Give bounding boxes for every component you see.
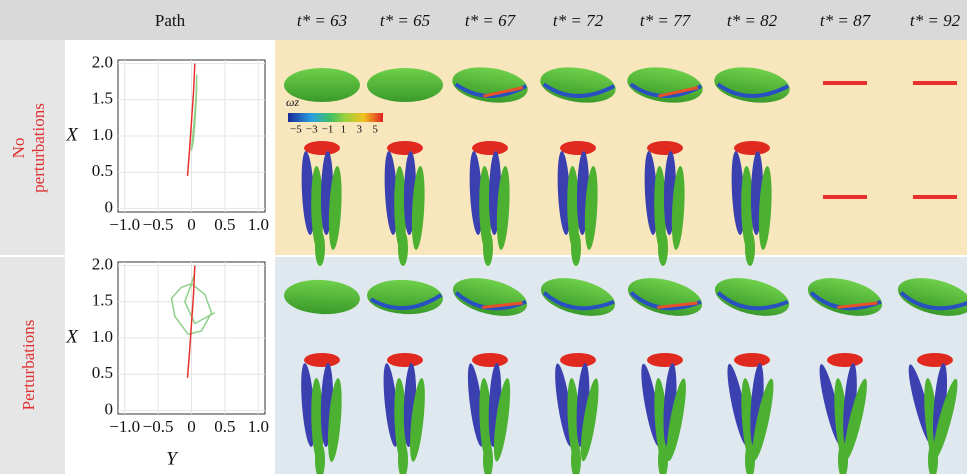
wake-cap [387,141,423,155]
time-header: t* = 82 [727,11,778,30]
wake-cap [647,353,683,367]
y-tick-label: 0.5 [92,161,113,180]
time-header: t* = 92 [910,11,961,30]
figure: Path t* = 63 t* = 65 t* = 67 t* = 72 t* = 77… [0,0,967,474]
colorbar-tick: 1 [341,124,347,136]
x-tick-label: 0.5 [214,215,235,234]
wake-cap [387,353,423,367]
x-tick-label: −0.5 [143,215,174,234]
x-tick-label: −1.0 [109,215,140,234]
time-header: t* = 67 [465,11,517,30]
y-tick-label: 1.5 [92,89,113,108]
colorbar-bar [288,113,383,122]
wake-vortex [571,230,581,266]
colorbar-tick: −1 [322,124,334,136]
time-header: t* = 65 [380,11,430,30]
colorbar-tick: 5 [372,124,378,136]
wake-cap [827,353,863,367]
row-label: Perturbations [19,320,38,411]
row-label: No [9,138,28,159]
wake-vortex [398,230,408,266]
y-tick-label: 1.0 [92,327,113,346]
x-tick-label: 1.0 [248,417,269,436]
colorbar-tick: −3 [306,124,318,136]
y-axis-label: X [65,124,79,145]
time-header: t* = 72 [553,11,604,30]
x-tick-label: 0 [187,417,196,436]
y-tick-label: 2.0 [92,53,113,72]
wake-cap [304,141,340,155]
colorbar-tick: −5 [290,124,302,136]
time-header: t* = 77 [640,11,692,30]
body-render [367,68,443,102]
wake-vortex [483,230,493,266]
x-tick-label: 1.0 [248,215,269,234]
x-tick-label: −1.0 [109,417,140,436]
wake-cap [560,353,596,367]
wake-cap [647,141,683,155]
wake-vortex [315,230,325,266]
wake-cap [917,353,953,367]
wake-cap [472,353,508,367]
page: Path t* = 63 t* = 65 t* = 67 t* = 72 t* = 77… [0,0,967,474]
row-label: perturbations [29,103,48,193]
wake-vortex [658,230,668,266]
wake-cap [734,141,770,155]
time-header: t* = 87 [820,11,872,30]
y-tick-label: 0.5 [92,363,113,382]
x-tick-label: 0 [187,215,196,234]
colorbar-tick: 3 [357,124,363,136]
time-header: t* = 63 [297,11,347,30]
y-axis-label: X [65,326,79,347]
wake-vortex [745,230,755,266]
row-bg-no-pert [275,40,967,256]
y-tick-label: 1.5 [92,291,113,310]
colorbar-label: ωz [286,95,299,109]
y-tick-label: 2.0 [92,255,113,274]
wake-cap [560,141,596,155]
y-tick-label: 0 [105,399,114,418]
wake-cap [734,353,770,367]
wake-cap [472,141,508,155]
wake-cap [304,353,340,367]
y-tick-label: 1.0 [92,125,113,144]
x-tick-label: −0.5 [143,417,174,436]
y-tick-label: 0 [105,197,114,216]
path-header: Path [155,11,186,30]
x-tick-label: 0.5 [214,417,235,436]
